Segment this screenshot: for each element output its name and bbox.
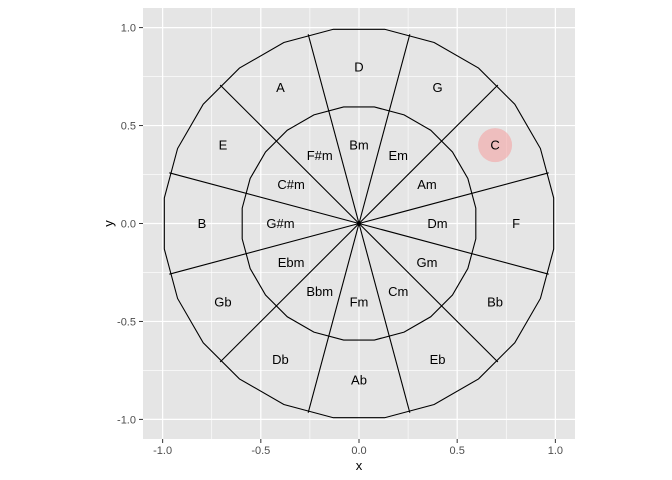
- segment-divider: [169, 222, 360, 275]
- x-tick-label: 1.0: [548, 445, 563, 457]
- minor-key-label: Cm: [388, 284, 408, 299]
- segment-divider: [219, 223, 360, 363]
- major-key-label: G: [432, 80, 442, 95]
- minor-key-label: F#m: [307, 148, 333, 163]
- segment-divider: [358, 223, 411, 413]
- segment-divider: [307, 223, 360, 413]
- segment-divider: [358, 223, 499, 363]
- y-tick-label: -1.0: [117, 414, 136, 426]
- x-tick-label: -0.5: [251, 445, 270, 457]
- minor-key-label: G#m: [266, 216, 294, 231]
- minor-key-label: Ebm: [278, 255, 305, 270]
- segment-divider: [358, 172, 549, 225]
- major-key-label: B: [198, 216, 207, 231]
- minor-key-label: Bbm: [306, 284, 333, 299]
- major-key-label: E: [219, 138, 228, 153]
- x-tick-label: 0.5: [450, 445, 465, 457]
- minor-key-label: Dm: [427, 216, 447, 231]
- major-key-label: Ab: [351, 373, 367, 388]
- y-tick-label: -0.5: [117, 316, 136, 328]
- y-tick-label: 0.5: [121, 121, 136, 133]
- inner-ring: [241, 106, 477, 341]
- minor-key-label: Em: [389, 148, 409, 163]
- minor-key-label: C#m: [277, 177, 304, 192]
- segment-divider: [358, 84, 499, 224]
- x-axis-title: x: [356, 458, 363, 473]
- minor-key-label: Am: [417, 177, 437, 192]
- key-wheel: [163, 28, 555, 419]
- highlight-point: [478, 128, 513, 163]
- highlight-layer: [478, 128, 513, 163]
- major-key-label: D: [354, 59, 363, 74]
- segment-divider: [307, 34, 360, 224]
- y-axis-title: y: [101, 220, 116, 227]
- major-key-label: Db: [272, 352, 289, 367]
- segment-divider: [219, 84, 360, 224]
- minor-key-label: Gm: [416, 255, 437, 270]
- major-key-label: F: [512, 216, 520, 231]
- x-tick-label: 0.0: [351, 445, 366, 457]
- segment-divider: [169, 172, 360, 225]
- major-key-label: Eb: [430, 352, 446, 367]
- major-key-label: Bb: [487, 294, 503, 309]
- y-tick-label: 0.0: [121, 219, 136, 231]
- major-key-label: C: [490, 138, 499, 153]
- x-tick-label: -1.0: [153, 445, 172, 457]
- major-key-label: Gb: [214, 294, 231, 309]
- axes: -1.0 -0.5 0.0 0.5 1.0 -1.0 -0.5 0.0 0.5 1.0: [117, 23, 563, 457]
- segment-divider: [358, 34, 411, 224]
- minor-key-label: Fm: [350, 294, 369, 309]
- segment-divider: [358, 222, 549, 275]
- outer-ring: [163, 28, 555, 419]
- major-key-label: A: [276, 80, 285, 95]
- y-tick-label: 1.0: [121, 23, 136, 35]
- minor-key-label: Bm: [349, 138, 369, 153]
